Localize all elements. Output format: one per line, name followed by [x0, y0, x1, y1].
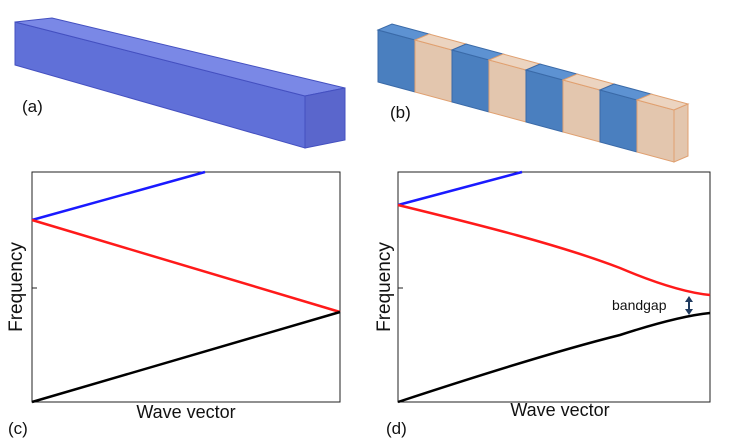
- y-axis-label: Frequency: [374, 242, 395, 332]
- band: [398, 172, 522, 205]
- arrow-head: [685, 309, 693, 315]
- axes-frame: [398, 172, 710, 402]
- band: [398, 313, 710, 402]
- panel-label: (b): [390, 103, 411, 122]
- y-axis-label: Frequency: [6, 242, 27, 332]
- segment: [600, 90, 637, 152]
- segment: [415, 40, 452, 102]
- panel-label: (d): [386, 419, 407, 438]
- segment: [563, 80, 600, 142]
- segment: [674, 104, 688, 162]
- band: [32, 220, 340, 312]
- x-axis-label: Wave vector: [510, 400, 609, 420]
- segmented-bar: [378, 24, 688, 162]
- plot-c: [32, 172, 340, 402]
- band: [398, 205, 710, 295]
- arrow-head: [685, 296, 693, 302]
- figure: (a) (b) Frequency Wave vector (c) bandga…: [0, 0, 729, 440]
- segment: [378, 30, 415, 92]
- band: [32, 172, 205, 220]
- panel-label: (a): [22, 97, 43, 116]
- segment: [637, 100, 674, 162]
- annotation: bandgap: [612, 297, 667, 313]
- uniform-bar: [15, 18, 345, 148]
- segment: [526, 70, 563, 132]
- band: [32, 312, 340, 402]
- segment: [489, 60, 526, 122]
- segment: [452, 50, 489, 112]
- x-axis-label: Wave vector: [136, 402, 235, 422]
- panel-label: (c): [8, 419, 28, 438]
- plot-d: [398, 172, 710, 402]
